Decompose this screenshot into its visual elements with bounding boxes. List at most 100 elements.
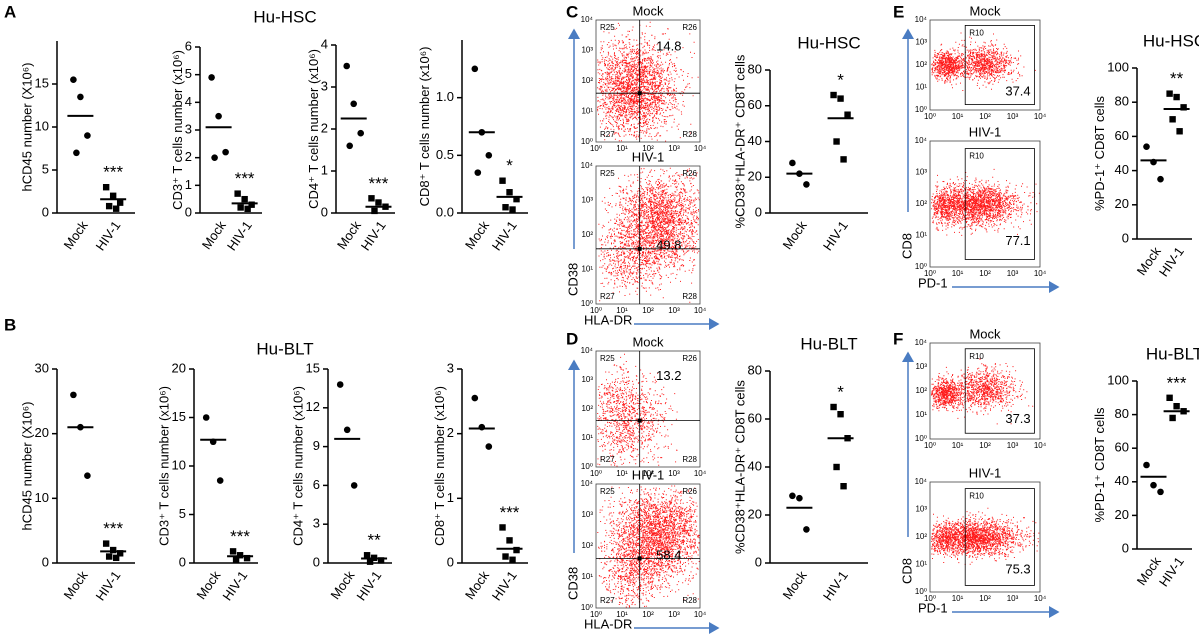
- x-tick-label: Mock: [780, 568, 810, 602]
- data-point: [215, 112, 222, 120]
- y-tick-label: 10¹: [915, 83, 927, 92]
- y-tick-label: 10¹: [581, 265, 593, 274]
- gate-label: R26: [682, 23, 697, 32]
- events: [931, 507, 1040, 565]
- gate-label: R10: [969, 492, 984, 501]
- y-tick-label: 20: [1115, 196, 1129, 211]
- data-point: [248, 201, 255, 208]
- data-point: [1157, 175, 1164, 183]
- y-tick-label: 10⁴: [581, 15, 594, 24]
- x-tick-label: HIV-1: [820, 568, 851, 603]
- x-tick-label: 10³: [668, 469, 680, 478]
- y-axis-label: CD3⁺ T cells number (x10⁶): [156, 386, 171, 546]
- gate-label: R26: [682, 169, 697, 178]
- data-point: [830, 91, 837, 99]
- data-point: [363, 552, 371, 559]
- events: [598, 167, 700, 303]
- data-point: [471, 394, 479, 402]
- y-tick-label: 20: [748, 506, 762, 521]
- y-axis-label: hCD45 number (X10⁶): [19, 63, 34, 192]
- y-tick-label: 10⁴: [915, 15, 928, 24]
- y-tick-label: 10³: [581, 510, 593, 519]
- y-tick-label: 1: [321, 162, 328, 177]
- data-point: [803, 526, 810, 533]
- data-point: [485, 152, 493, 159]
- gate-label: R25: [600, 23, 615, 32]
- x-tick-label: 10²: [979, 269, 991, 278]
- x-tick-label: 10¹: [952, 269, 964, 278]
- data-point: [211, 154, 218, 161]
- significance: ***: [103, 519, 123, 538]
- gate-label: R25: [600, 169, 615, 178]
- y-tick-label: 0: [42, 554, 49, 569]
- data-point: [343, 426, 351, 434]
- y-axis-label: hCD45 number (X10⁶): [19, 402, 34, 531]
- y-tick-label: 80: [1115, 406, 1129, 421]
- data-point: [1150, 481, 1157, 489]
- gate-center: [637, 418, 642, 423]
- y-axis-label: CD8: [899, 233, 914, 259]
- y-tick-label: 10²: [915, 532, 927, 541]
- data-point: [102, 184, 110, 191]
- plot-frame: [929, 140, 1041, 268]
- y-tick-label: 6: [185, 38, 192, 53]
- data-point: [844, 111, 851, 118]
- y-tick-label: 10¹: [581, 107, 593, 116]
- x-tick-label: 10⁰: [590, 306, 602, 315]
- y-tick-label: 0: [1122, 540, 1129, 555]
- x-tick-label: 10³: [668, 306, 680, 315]
- y-tick-label: 10²: [581, 541, 593, 550]
- y-tick-label: 5: [185, 66, 192, 81]
- y-tick-label: 0: [185, 204, 192, 219]
- x-tick-label: 10²: [642, 469, 654, 478]
- y-tick-label: 10⁰: [581, 462, 593, 471]
- x-tick-label: 10²: [979, 112, 991, 121]
- significance: ***: [230, 527, 250, 546]
- y-tick-label: 0: [321, 204, 328, 219]
- gate-label: R28: [682, 292, 697, 301]
- chart-title: Hu-HSC: [797, 33, 860, 52]
- x-tick-label: 10³: [668, 144, 680, 153]
- data-point: [1176, 128, 1183, 135]
- chart-title: Hu-HSC: [1143, 31, 1199, 50]
- x-tick-label: HIV-1: [92, 568, 123, 603]
- panel-letter: E: [893, 2, 904, 21]
- gate-center: [637, 91, 642, 96]
- y-tick-label: 12: [306, 399, 320, 414]
- data-point: [366, 558, 374, 565]
- y-tick-label: 2: [185, 149, 192, 164]
- significance: *: [837, 382, 844, 401]
- gate-rect: [964, 148, 1035, 260]
- data-point: [377, 557, 385, 564]
- y-tick-label: 10³: [581, 196, 593, 205]
- chart-title: Hu-BLT: [800, 334, 857, 353]
- data-point: [1143, 461, 1150, 469]
- data-point: [105, 553, 113, 560]
- data-point: [1157, 488, 1164, 496]
- data-point: [232, 556, 240, 564]
- y-tick-label: 0.0: [436, 204, 454, 219]
- y-axis-label: CD8⁺ T cells number (x10⁶): [417, 47, 432, 207]
- y-tick-label: 2: [321, 120, 328, 135]
- y-tick-label: 10³: [915, 505, 927, 514]
- x-tick-label: HIV-1: [489, 568, 520, 603]
- y-tick-label: 6: [313, 477, 320, 492]
- data-point: [833, 138, 840, 145]
- y-tick-label: 10⁴: [915, 136, 928, 145]
- y-tick-label: 60: [1115, 440, 1129, 455]
- panel-letter: B: [4, 315, 16, 334]
- x-tick-label: Mock: [462, 218, 492, 252]
- y-tick-label: 10⁴: [915, 477, 928, 486]
- y-tick-label: 60: [1115, 128, 1129, 143]
- x-tick-label: Mock: [327, 568, 357, 602]
- events: [597, 21, 699, 142]
- y-tick-label: 1: [185, 177, 192, 192]
- y-tick-label: 10⁰: [581, 137, 593, 146]
- plot-title: HIV-1: [969, 124, 1002, 139]
- data-point: [837, 95, 844, 102]
- panel-letter: A: [4, 2, 16, 21]
- gate-label: R28: [682, 455, 697, 464]
- events: [931, 358, 1034, 425]
- x-tick-label: 10⁴: [1034, 594, 1047, 603]
